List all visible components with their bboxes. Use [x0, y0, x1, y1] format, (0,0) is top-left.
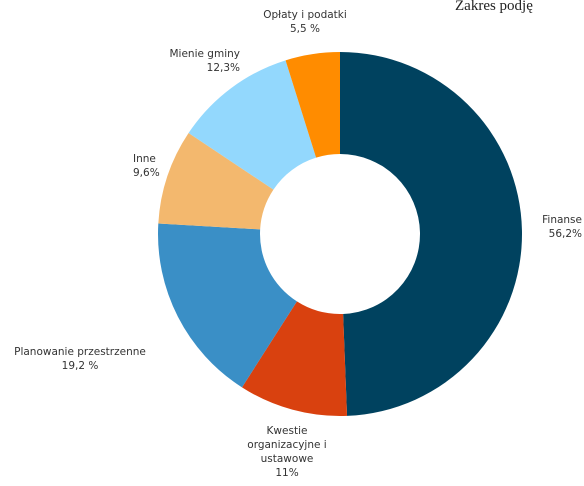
slice-label: Opłaty i podatki 5,5 % [245, 8, 365, 36]
slice-label: Planowanie przestrzenne 19,2 % [0, 345, 160, 373]
slice [285, 52, 340, 158]
slice [158, 133, 274, 230]
value-label: 9,6% [133, 167, 160, 179]
value-label: 56,2% [548, 228, 582, 240]
slice [241, 301, 348, 416]
value-label: 12,3% [206, 62, 240, 74]
category-label: Mienie gminy [169, 48, 241, 60]
chart-title: Zakres podję [455, 0, 533, 14]
category-label: Opłaty i podatki [263, 9, 347, 21]
slice-label: Mienie gminy 12,3% [130, 47, 241, 75]
value-label: 19,2 % [61, 360, 99, 372]
value-label: 11% [275, 467, 299, 479]
slice-label: Inne 9,6% [133, 152, 193, 180]
category-label: Kwestie organizacyjne i ustawowe [247, 425, 327, 465]
slice [340, 52, 522, 416]
category-label: Inne [133, 153, 156, 165]
category-label: Planowanie przestrzenne [14, 346, 146, 358]
slice-label: Finanse 56,2% [512, 213, 582, 241]
slice-label: Kwestie organizacyjne i ustawowe 11% [232, 424, 342, 480]
category-label: Finanse [542, 214, 582, 226]
slice [158, 223, 297, 388]
slice [188, 60, 317, 190]
value-label: 5,5 % [289, 23, 320, 35]
